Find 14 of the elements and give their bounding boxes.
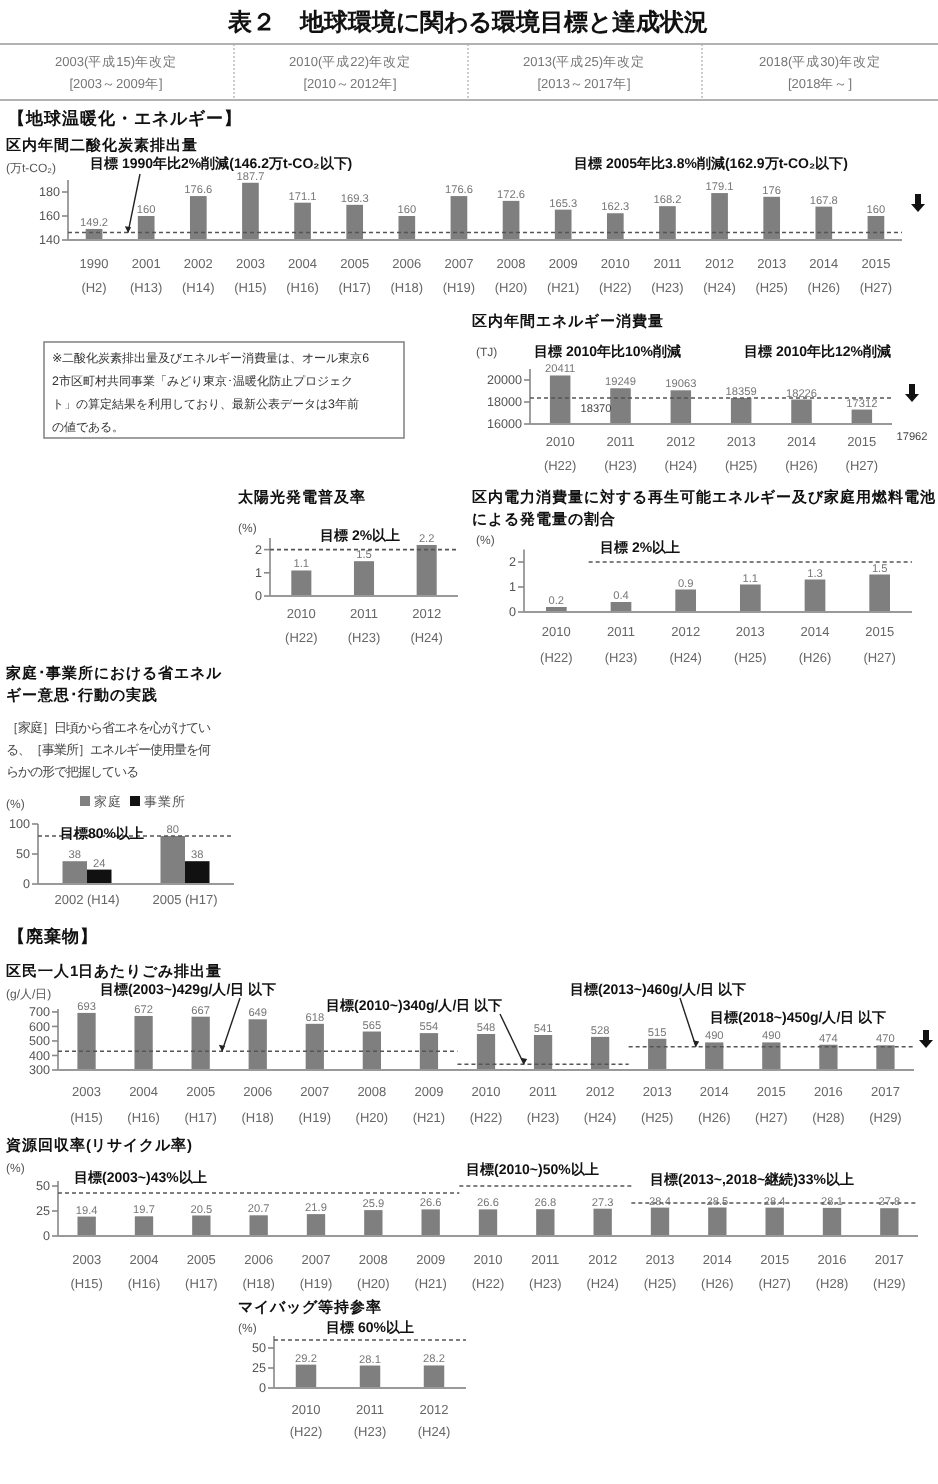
bar <box>739 584 761 612</box>
text: 表２ 地球環境に関わる環境目標と達成状況 <box>226 8 708 36</box>
bar <box>62 861 87 884</box>
bar <box>675 589 697 612</box>
text: 【廃棄物】 <box>8 926 98 946</box>
bar <box>353 561 375 596</box>
bar <box>160 836 185 884</box>
bar <box>416 544 437 596</box>
bar <box>869 574 891 612</box>
bar <box>291 570 312 596</box>
bar <box>185 861 210 884</box>
bar <box>87 869 112 884</box>
bar <box>804 579 826 612</box>
text: 【地球温暖化・エネルギー】 <box>8 108 242 128</box>
